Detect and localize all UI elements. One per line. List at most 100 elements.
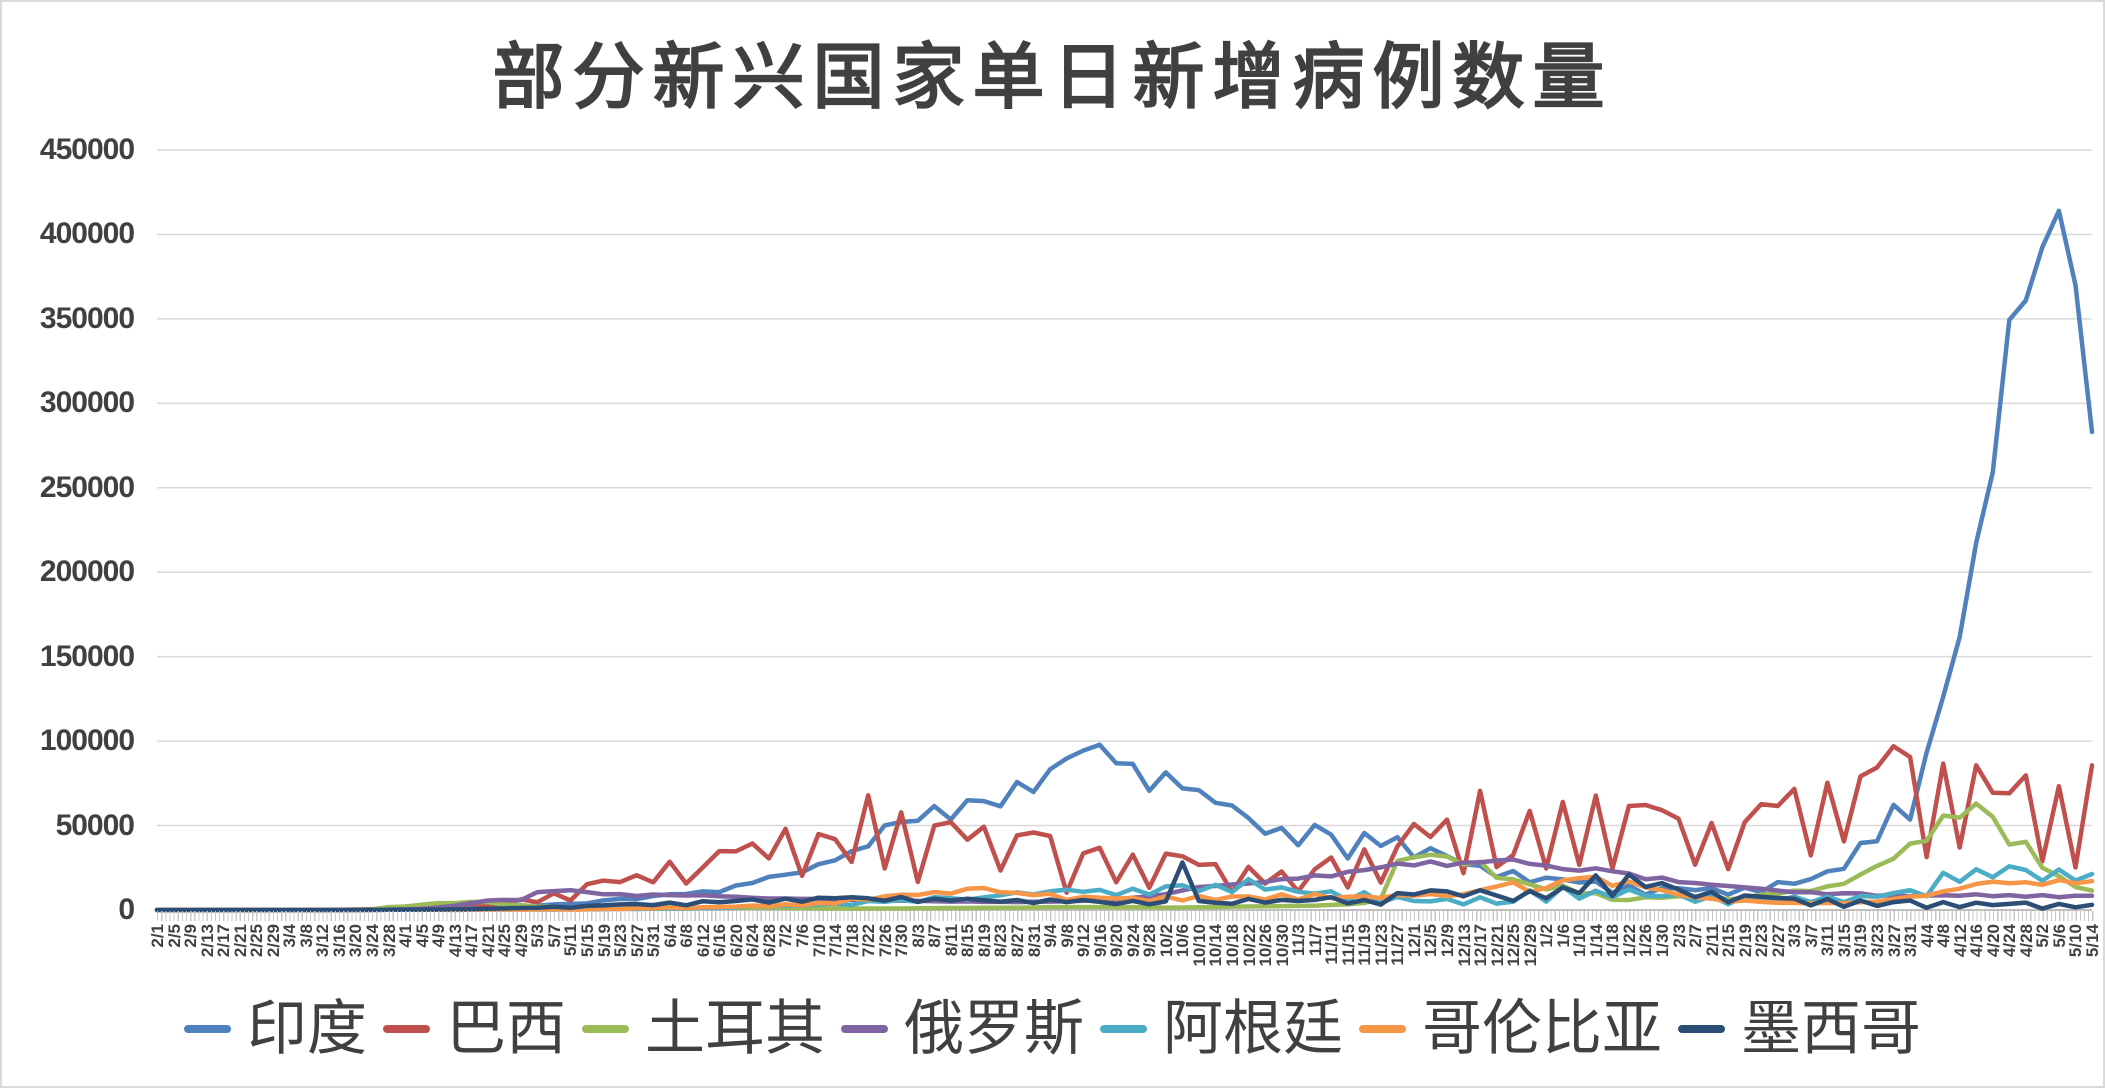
legend-label: 墨西哥 bbox=[1741, 996, 1921, 1062]
x-axis-label: 7/10 bbox=[810, 924, 829, 982]
series-line-巴西 bbox=[154, 743, 2095, 913]
legend-swatch bbox=[841, 1025, 888, 1033]
x-axis-label-text: 10/22 bbox=[1239, 924, 1259, 967]
x-axis-label-text: 10/14 bbox=[1206, 924, 1226, 967]
legend-label: 俄罗斯 bbox=[904, 996, 1084, 1062]
x-axis-label-text: 5/31 bbox=[644, 924, 664, 958]
x-axis-label-text: 5/3 bbox=[528, 924, 548, 948]
x-axis-label: 10/18 bbox=[1223, 924, 1242, 982]
x-axis-label: 8/15 bbox=[958, 924, 978, 982]
legend-swatch bbox=[383, 1025, 430, 1033]
x-axis-label: 6/16 bbox=[710, 924, 730, 982]
x-axis-label-text: 2/23 bbox=[1752, 924, 1772, 958]
x-axis-label-text: 10/26 bbox=[1256, 924, 1276, 967]
x-axis-label: 11/27 bbox=[1388, 924, 1407, 982]
x-axis-label: 12/13 bbox=[1455, 924, 1474, 982]
x-axis-label-text: 12/17 bbox=[1471, 924, 1491, 967]
x-axis-label-text: 3/3 bbox=[1785, 924, 1805, 948]
x-axis-label: 7/2 bbox=[776, 924, 796, 982]
x-axis-label: 7/6 bbox=[793, 924, 812, 982]
x-axis-label: 1/30 bbox=[1653, 924, 1672, 982]
x-axis-label-text: 3/28 bbox=[379, 924, 399, 958]
x-axis-label: 9/12 bbox=[1074, 924, 1094, 982]
x-axis-label: 2/15 bbox=[1719, 924, 1738, 982]
x-axis-label: 8/31 bbox=[1024, 924, 1044, 982]
x-axis-label-text: 7/2 bbox=[776, 924, 796, 948]
legend-swatch bbox=[582, 1025, 629, 1033]
x-axis-label-text: 2/1 bbox=[148, 924, 167, 948]
x-axis-label-text: 2/5 bbox=[164, 924, 184, 948]
x-axis-label-text: 3/24 bbox=[363, 924, 382, 958]
x-axis-label-text: 6/16 bbox=[710, 924, 730, 958]
x-axis-label-text: 1/10 bbox=[1570, 924, 1590, 958]
x-axis-label-text: 5/23 bbox=[611, 924, 631, 958]
x-axis-label: 2/7 bbox=[1686, 924, 1705, 982]
x-axis-label-text: 4/1 bbox=[396, 924, 416, 948]
x-axis-label-text: 8/15 bbox=[958, 924, 978, 958]
x-axis-label-text: 3/4 bbox=[280, 924, 300, 948]
x-axis-label: 2/17 bbox=[214, 924, 233, 982]
y-axis-label: 400000 bbox=[39, 217, 135, 251]
x-axis-label: 3/27 bbox=[1884, 924, 1904, 982]
x-axis-label: 11/11 bbox=[1322, 924, 1341, 982]
x-axis-label: 11/19 bbox=[1355, 924, 1374, 982]
x-axis-label: 3/19 bbox=[1851, 924, 1871, 982]
x-axis: 2/1 2/5 2/9 2/13 2/17 2/21 2/25 2/29 3/4 3/8 3/12 3… bbox=[148, 924, 2102, 982]
x-axis-label: 9/20 bbox=[1107, 924, 1126, 982]
x-axis-label-text: 4/17 bbox=[462, 924, 482, 958]
x-axis-label: 3/3 bbox=[1785, 924, 1805, 982]
x-axis-label: 2/25 bbox=[247, 924, 266, 982]
x-axis-label: 1/2 bbox=[1537, 924, 1557, 982]
legend-label: 哥伦比亚 bbox=[1422, 996, 1662, 1062]
x-axis-label: 5/2 bbox=[2033, 924, 2053, 982]
x-axis-label: 2/9 bbox=[181, 924, 200, 982]
x-axis-label: 3/28 bbox=[379, 924, 399, 982]
x-axis-label: 5/19 bbox=[595, 924, 614, 982]
x-axis-label-text: 8/27 bbox=[1008, 924, 1027, 958]
x-axis-label: 12/25 bbox=[1504, 924, 1523, 982]
x-axis-label-text: 2/3 bbox=[1669, 924, 1689, 948]
x-axis-label: 7/14 bbox=[826, 924, 845, 982]
y-axis-label: 0 bbox=[118, 893, 135, 926]
x-axis-label-text: 3/27 bbox=[1884, 924, 1904, 958]
y-axis-label: 300000 bbox=[39, 386, 135, 420]
x-axis-label-text: 9/28 bbox=[1140, 924, 1160, 958]
x-axis-label-text: 1/2 bbox=[1537, 924, 1557, 948]
y-axis-label: 250000 bbox=[39, 470, 135, 504]
x-axis-label-text: 10/18 bbox=[1223, 924, 1242, 967]
x-axis-label: 12/5 bbox=[1421, 924, 1440, 982]
y-axis-label: 150000 bbox=[39, 639, 135, 673]
x-axis-label-text: 8/31 bbox=[1024, 924, 1044, 958]
x-axis-label: 1/26 bbox=[1636, 924, 1655, 982]
x-axis-label-text: 8/7 bbox=[925, 924, 945, 948]
x-axis-label-text: 3/11 bbox=[1818, 924, 1838, 957]
legend-item-俄罗斯: 俄罗斯 bbox=[841, 999, 1084, 1059]
x-axis-label: 5/10 bbox=[2066, 924, 2085, 982]
x-axis-label: 5/14 bbox=[2083, 924, 2102, 982]
x-axis-label-text: 5/2 bbox=[2033, 924, 2053, 948]
y-axis-label: 50000 bbox=[55, 808, 135, 842]
x-axis-label: 5/31 bbox=[644, 924, 664, 982]
x-axis-label: 7/22 bbox=[859, 924, 878, 982]
x-axis-label-text: 9/12 bbox=[1074, 924, 1094, 958]
legend-swatch bbox=[1359, 1025, 1406, 1033]
x-axis-label: 3/23 bbox=[1868, 924, 1887, 982]
x-axis-label-text: 4/25 bbox=[495, 924, 515, 958]
x-axis-label-text: 1/30 bbox=[1653, 924, 1672, 958]
y-axis-label: 350000 bbox=[39, 301, 135, 335]
legend-swatch bbox=[1100, 1025, 1147, 1033]
x-axis-label: 3/4 bbox=[280, 924, 300, 982]
x-axis-label-text: 10/6 bbox=[1173, 924, 1193, 958]
legend-item-土耳其: 土耳其 bbox=[582, 999, 825, 1059]
legend-label: 巴西 bbox=[446, 996, 566, 1062]
legend-swatch bbox=[1678, 1025, 1725, 1033]
x-axis-label-text: 5/15 bbox=[578, 924, 597, 958]
x-axis-label: 3/31 bbox=[1901, 924, 1920, 982]
x-axis-label-text: 4/9 bbox=[429, 924, 449, 948]
x-axis-label: 10/14 bbox=[1206, 924, 1226, 982]
x-axis-label: 5/11 bbox=[561, 924, 580, 982]
x-axis-label-text: 4/8 bbox=[1934, 924, 1954, 948]
x-axis-label-text: 3/19 bbox=[1851, 924, 1871, 958]
x-axis-label-text: 3/12 bbox=[313, 924, 333, 958]
x-axis-label: 8/7 bbox=[925, 924, 945, 982]
